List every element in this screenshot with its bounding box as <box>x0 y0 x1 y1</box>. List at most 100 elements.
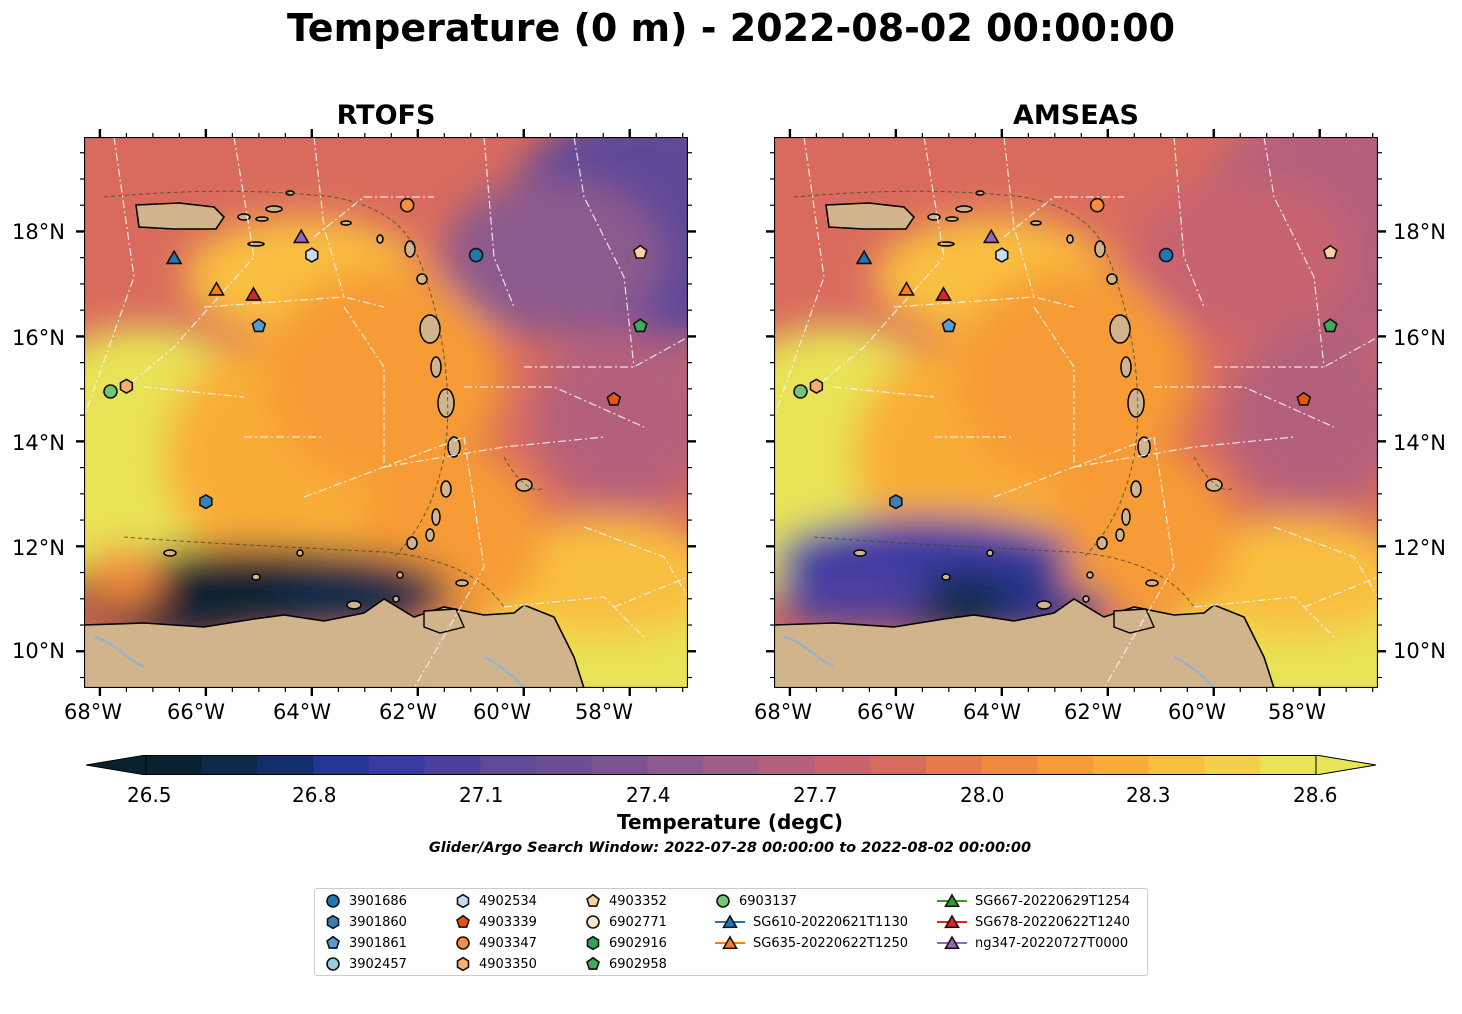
legend-label: SG635-20220622T1250 <box>753 935 909 951</box>
obs-3901686 <box>468 247 484 263</box>
lon-tick-label: 62°W <box>1064 700 1122 724</box>
legend-marker-triangle <box>944 935 960 950</box>
island <box>440 480 452 498</box>
puerto-rico-island <box>135 202 226 230</box>
lon-tick-label: 68°W <box>754 700 812 724</box>
lon-tick-label: 68°W <box>64 700 122 724</box>
legend-marker <box>586 893 600 907</box>
legend-entry: 6902771 <box>585 912 667 932</box>
colorbar-tick-label: 27.1 <box>459 783 504 807</box>
colorbar-bin <box>1037 755 1094 775</box>
legend-label: 4903347 <box>479 935 537 951</box>
legend-label: 6902771 <box>609 914 667 930</box>
colorbar-bin <box>981 755 1038 775</box>
colorbar-bin <box>368 755 426 775</box>
island <box>392 595 400 603</box>
legend-marker <box>326 935 340 949</box>
trinidad-island <box>423 608 465 634</box>
island <box>853 549 867 557</box>
legend-label: 6903137 <box>739 893 797 909</box>
legend-marker-hexagon <box>586 935 600 951</box>
obs-4903339 <box>606 391 622 406</box>
legend-marker-triangle <box>722 935 738 950</box>
island <box>376 234 384 244</box>
legend-marker-circle <box>326 894 340 908</box>
legend-entry: 6902958 <box>585 954 667 974</box>
colorbar-bin <box>591 755 648 775</box>
colorbar-tick-label: 26.5 <box>127 783 172 807</box>
lon-tick-label: 58°W <box>1268 700 1326 724</box>
legend-marker-circle <box>716 894 730 908</box>
lon-tick-label: 58°W <box>575 700 633 724</box>
legend-label: 4903352 <box>609 893 667 909</box>
legend-marker-pentagon <box>326 935 340 949</box>
colorbar-bin <box>480 755 537 775</box>
obs-4903347 <box>399 197 415 213</box>
island <box>296 549 304 557</box>
legend-marker-pentagon <box>586 893 600 907</box>
colorbar-extend-low <box>86 755 147 775</box>
colorbar-extend-high <box>1315 755 1377 775</box>
island <box>1082 595 1090 603</box>
obs-6902958 <box>632 318 648 333</box>
temperature-colorbar <box>86 755 1377 775</box>
legend-marker-triangle <box>944 893 960 908</box>
colorbar-bin <box>1260 755 1317 775</box>
island <box>986 549 994 557</box>
lon-tick-label: 60°W <box>1168 700 1226 724</box>
lat-tick-label: 14°N <box>1393 431 1446 455</box>
legend-marker-pentagon <box>456 914 470 928</box>
island <box>255 216 269 222</box>
lon-tick-label: 64°W <box>273 700 331 724</box>
lon-tick-label: 66°W <box>167 700 225 724</box>
legend-entry: 4903339 <box>455 912 537 932</box>
obs-4902534 <box>995 247 1009 263</box>
colorbar-bin <box>1093 755 1150 775</box>
obs-4903339 <box>1296 391 1312 406</box>
legend-marker <box>586 915 600 929</box>
legend-marker <box>456 893 470 909</box>
colorbar-bin <box>257 755 314 775</box>
legend-label: 4903339 <box>479 914 537 930</box>
lat-tick-label: 18°N <box>12 220 65 244</box>
legend-marker-triangle <box>722 914 738 929</box>
obs-4903347 <box>1089 197 1105 213</box>
lat-tick-label: 16°N <box>1393 326 1446 350</box>
legend-entry: 4903350 <box>455 954 537 974</box>
legend-marker <box>937 935 967 950</box>
colorbar-bin <box>313 755 370 775</box>
colorbar-bin <box>536 755 593 775</box>
legend-marker-circle <box>456 936 470 950</box>
trinidad-island <box>1113 608 1155 634</box>
legend-marker <box>937 893 967 908</box>
obs-4903352 <box>632 244 648 259</box>
figure-title: Temperature (0 m) - 2022-08-02 00:00:00 <box>286 6 1176 50</box>
lat-tick-label: 12°N <box>1393 536 1446 560</box>
island <box>437 388 455 418</box>
legend-label: 6902916 <box>609 935 667 951</box>
island <box>945 216 959 222</box>
island <box>955 205 973 213</box>
legend-marker-triangle <box>944 914 960 929</box>
obs-6903137 <box>793 384 808 399</box>
legend-marker <box>456 914 470 928</box>
panel-title-amseas: AMSEAS <box>1013 100 1139 131</box>
legend-entry: SG610-20220621T1130 <box>715 912 908 932</box>
colorbar-bin <box>926 755 983 775</box>
puerto-rico-island <box>825 202 916 230</box>
island <box>346 600 362 610</box>
legend-marker <box>937 914 967 929</box>
lat-tick-label: 18°N <box>1393 220 1446 244</box>
legend-label: SG667-20220629T1254 <box>975 893 1131 909</box>
legend-label: ng347-20220727T0000 <box>975 935 1129 951</box>
legend-marker-circle <box>326 957 340 971</box>
legend-label: 3901861 <box>349 935 407 951</box>
obs-SG678-20220622T1240 <box>935 286 952 301</box>
colorbar-bin <box>146 755 203 775</box>
island <box>340 220 352 226</box>
colorbar-tick-label: 27.7 <box>793 783 838 807</box>
legend-marker <box>586 935 600 951</box>
legend-marker <box>456 936 470 950</box>
island <box>1145 579 1159 587</box>
island <box>1127 388 1145 418</box>
